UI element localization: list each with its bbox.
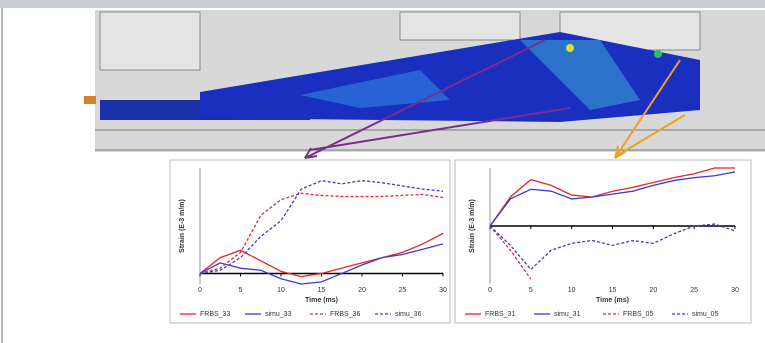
x-tick-label: 25 bbox=[399, 287, 407, 294]
legend-label: simu_31 bbox=[554, 311, 581, 318]
x-tick-label: 10 bbox=[277, 287, 285, 294]
x-tick-label: 5 bbox=[239, 287, 243, 294]
x-tick-label: 20 bbox=[358, 287, 366, 294]
x-tick-label: 25 bbox=[690, 287, 698, 294]
legend-label: simu_36 bbox=[395, 311, 422, 318]
legend-label: FRBS_05 bbox=[623, 311, 653, 318]
legend-label: FRBS_33 bbox=[200, 311, 230, 318]
y-axis-label: Strain (E-3 m/m) bbox=[469, 199, 476, 253]
x-tick-label: 20 bbox=[649, 287, 657, 294]
x-tick-label: 0 bbox=[488, 287, 492, 294]
x-tick-label: 30 bbox=[731, 287, 739, 294]
x-tick-label: 0 bbox=[198, 287, 202, 294]
top-bar bbox=[0, 0, 765, 8]
x-tick-label: 10 bbox=[568, 287, 576, 294]
legend-label: FRBS_36 bbox=[330, 311, 360, 318]
x-axis-label: Time (ms) bbox=[596, 297, 629, 304]
x-axis-label: Time (ms) bbox=[305, 297, 338, 304]
legend-label: simu_33 bbox=[265, 311, 292, 318]
legend-label: simu_05 bbox=[692, 311, 719, 318]
x-tick-label: 15 bbox=[318, 287, 326, 294]
legend-label: FRBS_31 bbox=[485, 311, 515, 318]
x-tick-label: 30 bbox=[439, 287, 447, 294]
y-axis-label: Strain (E-3 m/m) bbox=[179, 199, 186, 253]
figure: 0 5 10 15 20 25 30 Time (ms) Strain (E-3 m/m) FRB… bbox=[0, 0, 765, 343]
x-tick-label: 15 bbox=[609, 287, 617, 294]
x-tick-label: 5 bbox=[529, 287, 533, 294]
